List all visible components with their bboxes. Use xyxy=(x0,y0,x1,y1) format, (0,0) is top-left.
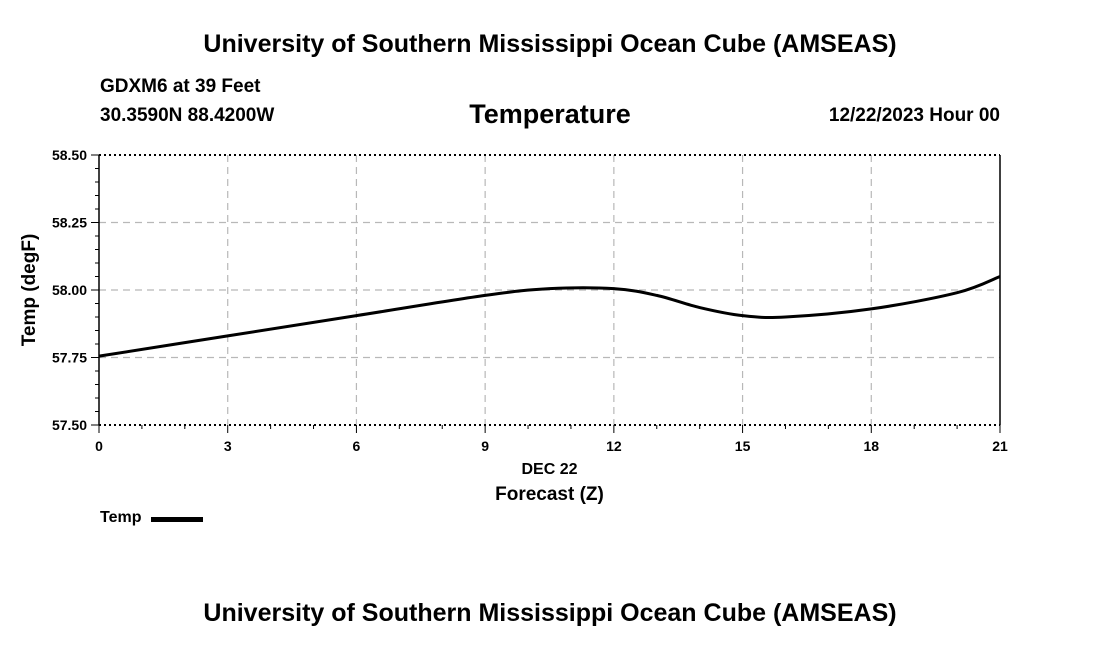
legend-swatch-temp xyxy=(151,516,204,522)
y-tick-label: 57.50 xyxy=(52,417,87,433)
forecast-date: 12/22/2023 Hour 00 xyxy=(828,105,1000,126)
x-tick-label: 12 xyxy=(606,438,622,454)
x-tick-label: 15 xyxy=(735,438,751,454)
legend-label-temp: Temp xyxy=(100,509,142,526)
x-tick-label: 9 xyxy=(481,438,489,454)
legend: Temp xyxy=(100,509,204,527)
y-tick-label: 58.50 xyxy=(52,147,87,163)
y-axis-label: Temp (degF) xyxy=(19,234,40,347)
x-tick-label: 18 xyxy=(863,438,879,454)
x-axis-label: Forecast (Z) xyxy=(495,484,604,505)
series-line-temp xyxy=(98,275,1001,358)
x-tick-label: 6 xyxy=(353,438,361,454)
y-tick-label: 58.00 xyxy=(52,282,87,298)
header-title: University of Southern Mississippi Ocean… xyxy=(203,30,897,58)
x-tick-label: 3 xyxy=(224,438,232,454)
chart-title: Temperature xyxy=(469,99,631,129)
station-coordinates: 30.3590N 88.4200W xyxy=(100,105,275,126)
y-tick-label: 58.25 xyxy=(52,215,87,231)
footer-title: University of Southern Mississippi Ocean… xyxy=(203,599,897,627)
y-tick-label: 57.75 xyxy=(52,350,87,366)
x-tick-label: 0 xyxy=(95,438,103,454)
x-tick-label: 21 xyxy=(992,438,1008,454)
station-label: GDXM6 at 39 Feet xyxy=(100,76,261,97)
x-axis-sublabel: DEC 22 xyxy=(521,461,577,478)
